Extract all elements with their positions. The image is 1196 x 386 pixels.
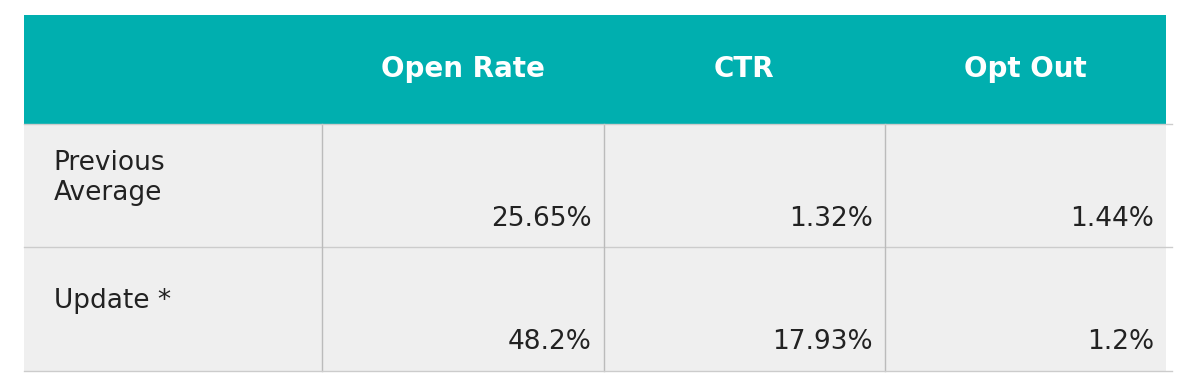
FancyBboxPatch shape [604, 124, 885, 247]
Text: 1.44%: 1.44% [1070, 206, 1154, 232]
Text: Update *: Update * [54, 288, 171, 314]
FancyBboxPatch shape [323, 124, 604, 247]
Text: 1.2%: 1.2% [1087, 329, 1154, 355]
Text: 25.65%: 25.65% [492, 206, 592, 232]
FancyBboxPatch shape [604, 15, 885, 124]
FancyBboxPatch shape [24, 15, 323, 124]
FancyBboxPatch shape [323, 247, 604, 371]
FancyBboxPatch shape [323, 15, 604, 124]
Text: Opt Out: Opt Out [964, 56, 1087, 83]
FancyBboxPatch shape [885, 15, 1166, 124]
Text: 17.93%: 17.93% [773, 329, 873, 355]
FancyBboxPatch shape [604, 247, 885, 371]
Text: 48.2%: 48.2% [508, 329, 592, 355]
FancyBboxPatch shape [24, 247, 323, 371]
FancyBboxPatch shape [885, 247, 1166, 371]
FancyBboxPatch shape [24, 124, 323, 247]
Text: Previous
Average: Previous Average [54, 149, 165, 206]
Text: CTR: CTR [714, 56, 775, 83]
FancyBboxPatch shape [885, 124, 1166, 247]
Text: 1.32%: 1.32% [789, 206, 873, 232]
Text: Open Rate: Open Rate [382, 56, 545, 83]
